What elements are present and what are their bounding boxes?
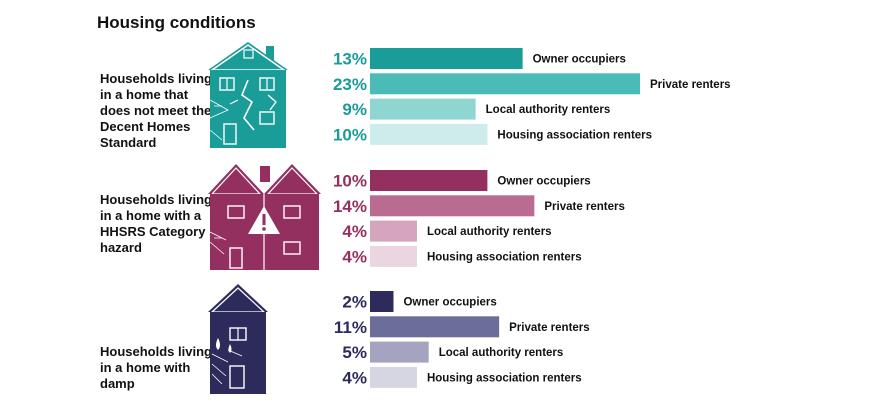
bar-g1-owner-occupiers (370, 48, 523, 69)
value-label-g2-housing-association-renters: 4% (342, 247, 367, 266)
bar-g2-private-renters (370, 195, 535, 217)
category-label-g3-owner-occupiers: Owner occupiers (403, 297, 496, 309)
bar-g3-owner-occupiers (370, 291, 394, 312)
value-label-g1-private-renters: 23% (333, 75, 367, 94)
water-drop-icon (216, 338, 220, 350)
bar-g2-housing-association-renters (370, 245, 417, 267)
category-label-g3-private-renters: Private renters (509, 322, 590, 334)
bar-g3-private-renters (370, 316, 500, 338)
category-label-g1-owner-occupiers: Owner occupiers (533, 54, 626, 66)
chart-title: Housing conditions (97, 13, 256, 32)
value-label-g1-owner-occupiers: 13% (333, 50, 367, 69)
bar-g2-owner-occupiers (370, 170, 488, 191)
bar-g2-local-authority-renters (370, 220, 417, 242)
group-label-hhsrs-hazard: Households living in a home with a HHSRS… (100, 192, 217, 255)
value-label-g1-local-authority-renters: 9% (342, 100, 367, 119)
house-damp-icon (208, 284, 268, 394)
group-label-damp: Households living in a home with damp (100, 344, 212, 391)
bar-g1-private-renters (370, 73, 641, 95)
house-hazard-warning-icon (208, 164, 321, 270)
bar-g3-local-authority-renters (370, 341, 429, 363)
category-label-g2-housing-association-renters: Housing association renters (427, 251, 582, 263)
bar-g3-housing-association-renters (370, 366, 417, 388)
category-label-g1-private-renters: Private renters (650, 79, 731, 91)
bar-g1-local-authority-renters (370, 98, 476, 120)
category-label-g1-local-authority-renters: Local authority renters (486, 104, 611, 116)
category-label-g1-housing-association-renters: Housing association renters (497, 129, 652, 141)
value-label-g1-housing-association-renters: 10% (333, 125, 367, 144)
value-label-g2-private-renters: 14% (333, 197, 367, 216)
value-label-g2-owner-occupiers: 10% (333, 172, 367, 191)
category-label-g2-private-renters: Private renters (544, 201, 625, 213)
value-label-g3-local-authority-renters: 5% (342, 343, 367, 362)
group-label-decent-homes: Households living in a home that does no… (100, 71, 212, 150)
value-label-g3-owner-occupiers: 2% (342, 293, 367, 312)
value-label-g2-local-authority-renters: 4% (342, 222, 367, 241)
house-cracked-icon (208, 42, 288, 148)
category-label-g3-housing-association-renters: Housing association renters (427, 372, 582, 384)
category-label-g2-owner-occupiers: Owner occupiers (497, 176, 590, 188)
bar-g1-housing-association-renters (370, 123, 488, 145)
category-label-g2-local-authority-renters: Local authority renters (427, 226, 552, 238)
value-label-g3-private-renters: 11% (334, 318, 367, 337)
value-label-g3-housing-association-renters: 4% (342, 368, 367, 387)
category-label-g3-local-authority-renters: Local authority renters (439, 347, 564, 359)
